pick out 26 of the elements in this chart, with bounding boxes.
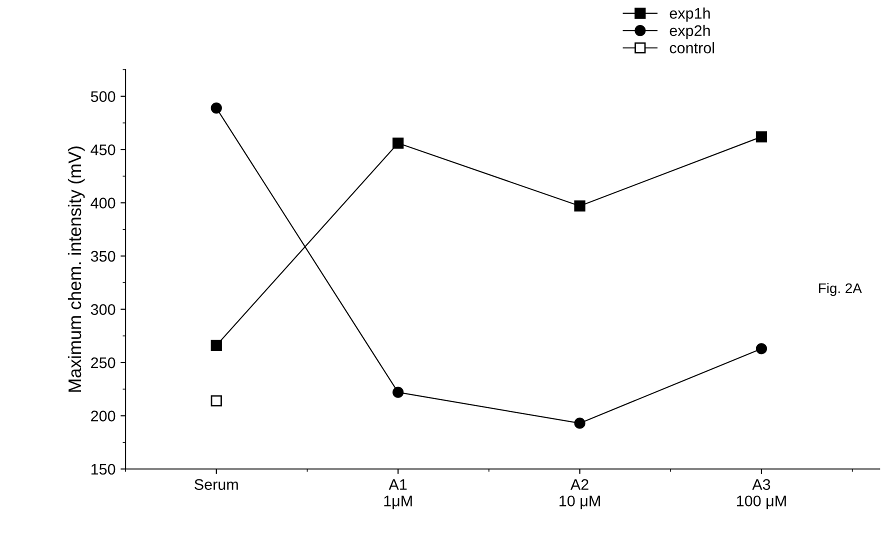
y-tick-label: 450 — [90, 144, 116, 156]
legend-label: control — [670, 42, 714, 54]
point — [392, 386, 404, 398]
x-tick-label: A1 1μM — [384, 479, 412, 510]
y-tick-label: 150 — [91, 464, 116, 475]
y-tick-label: 250 — [91, 357, 116, 368]
y-tick-label: 400 — [90, 198, 116, 208]
y-axis-title: Maximum chem. intensity (mV) — [68, 146, 85, 392]
point — [756, 131, 768, 142]
point — [574, 200, 586, 212]
point — [756, 343, 768, 354]
y-tick-label: 200 — [91, 410, 116, 422]
point — [210, 395, 222, 406]
legend-label: exp2h — [670, 24, 710, 40]
point — [392, 138, 404, 149]
x-tick-label: Serum — [194, 479, 238, 490]
legend-label: exp1h — [670, 8, 710, 22]
point — [210, 102, 222, 114]
point — [574, 418, 586, 429]
y-tick-label: 350 — [90, 250, 116, 262]
x-tick-label: A2 10 μM — [560, 479, 600, 510]
y-tick-label: 500 — [90, 91, 116, 102]
annotation: Fig. 2A — [819, 282, 862, 296]
x-tick-label: A3 100 μM — [737, 479, 786, 510]
y-tick-label: 300 — [90, 304, 116, 315]
point — [210, 340, 222, 352]
